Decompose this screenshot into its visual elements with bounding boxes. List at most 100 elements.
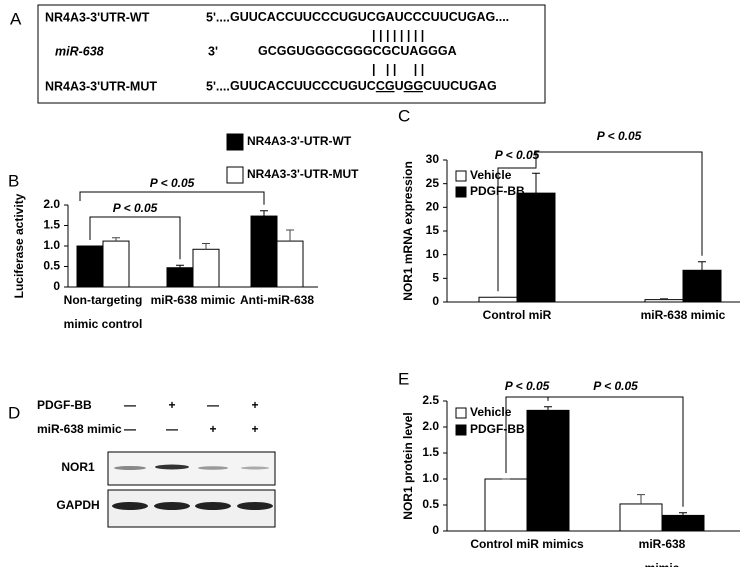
panel-label: A [10,9,22,28]
y-tick-label: 20 [426,200,440,214]
y-axis-label: Luciferase activity [12,193,26,298]
y-tick-label: 1.5 [43,218,60,232]
y-tick-label: 0 [53,279,60,293]
prime-label: 3' [208,44,218,58]
significance-bracket [535,151,703,256]
y-tick-label: 5 [432,271,439,285]
error-bar [286,229,294,242]
condition-sign: — [207,398,219,412]
bar [661,514,705,532]
sequence: GUUCACCUUCCCUGUCCGUGGCUUCUGAG [230,79,497,93]
significance-label: P < 0.05 [597,129,642,143]
significance-bracket [547,396,684,507]
error-bar [532,172,540,194]
panel-label: D [8,403,20,422]
bar [478,296,518,303]
y-tick-label: 1.0 [422,471,439,485]
significance-label: P < 0.05 [505,379,550,393]
error-bar [544,406,552,411]
sequence-name: miR-638 [55,44,104,58]
condition-sign: + [251,422,258,436]
legend-label: PDGF-BB [470,184,525,198]
sequence-segment: CG [376,79,395,93]
error-bar [679,512,687,516]
y-tick-label: 10 [426,247,440,261]
significance-label: P < 0.05 [113,201,158,215]
sequence-segment: U [395,79,404,93]
legend-swatch [226,133,244,151]
panel-label: E [398,369,409,388]
sequence-name: NR4A3-3'UTR-MUT [45,79,157,93]
y-tick-label: 0.5 [43,259,60,273]
panel-label: B [8,171,19,190]
legend-swatch [455,186,467,198]
condition-sign: — [124,422,136,436]
x-tick-label: miR-638 mimic [151,293,236,307]
bar [516,192,556,303]
y-axis-label: NOR1 mRNA expression [401,161,415,301]
condition-sign: + [251,398,258,412]
error-bar [112,237,120,242]
significance-bracket [89,216,181,260]
bar [166,267,194,288]
error-bar [260,210,268,217]
sequence: GUUCACCUUCCCUGUCGAUCCCUUCUGAG.... [230,10,509,24]
legend-swatch [226,166,244,184]
sequence-box [37,4,546,104]
error-bar [660,298,668,300]
significance-label: P < 0.05 [150,176,195,190]
legend-swatch [455,170,467,182]
error-bar [202,243,210,250]
significance-label: P < 0.05 [495,148,540,162]
condition-sign: + [168,398,175,412]
sequence-segment: GUUCACCUUCCCUGUC [230,79,376,93]
error-bar [698,261,706,271]
bar [682,269,722,303]
sequence-segment: GCGGUGGGCGGGCGCUAGGGA [258,44,457,58]
bar [276,240,304,288]
x-tick-label: mimic control [64,317,143,331]
pairing: | | | | | [372,62,424,76]
y-tick-label: 0.5 [422,497,439,511]
prime-label: 5'.... [206,10,230,24]
x-tick-label: miR-638 mimic [641,308,726,322]
prime-label: 5'.... [206,79,230,93]
legend-label: Vehicle [470,405,512,419]
x-tick-label: mimic [645,561,680,567]
band-label: NOR1 [61,460,95,474]
significance-bracket [79,191,265,205]
band-set [112,464,273,510]
sequence: GCGGUGGGCGGGCGCUAGGGA [258,44,457,58]
pairing: | | | | | | | | [372,28,424,42]
y-axis-label: NOR1 protein level [401,412,415,519]
legend-swatch [455,407,467,419]
bar [644,299,684,303]
bar [102,240,130,288]
bar [619,503,663,532]
y-tick-label: 2.0 [43,197,60,211]
bar [76,245,104,288]
bar [250,215,278,288]
sequence-name: NR4A3-3'UTR-WT [45,10,150,24]
y-tick-label: 0 [432,294,439,308]
legend-swatch [455,424,467,436]
sequence-segment: GG [404,79,423,93]
y-tick-label: 0 [432,523,439,537]
error-bar [637,494,645,504]
y-tick-label: 25 [426,176,440,190]
significance-label: P < 0.05 [593,379,638,393]
significance-bracket [497,167,537,292]
y-tick-label: 2.5 [422,393,439,407]
y-tick-label: 1.5 [422,445,439,459]
y-tick-label: 15 [426,223,440,237]
x-tick-label: Non-targeting [64,293,143,307]
legend-label: Vehicle [470,168,512,182]
bar [192,248,220,288]
legend-label: NR4A3-3'-UTR-MUT [247,167,359,181]
sequence-segment: GUUCACCUUCCCUGUCGAUCCCUUCUGAG.... [230,10,509,24]
band-label: GAPDH [56,498,99,512]
sequence-segment: CUUCUGAG [423,79,497,93]
legend-label: NR4A3-3'-UTR-WT [247,134,352,148]
error-bar [176,264,184,268]
